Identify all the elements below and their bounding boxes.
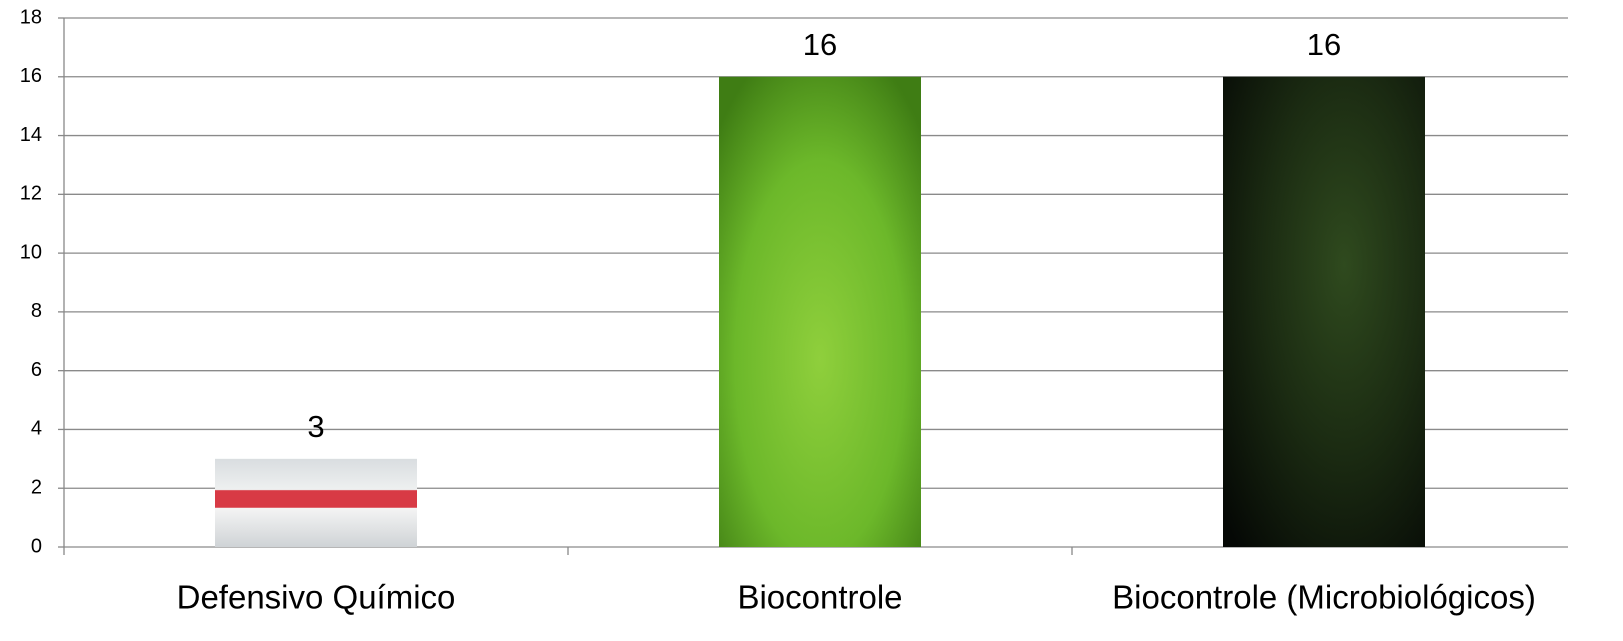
y-tick-label: 16 <box>20 65 42 87</box>
data-label: 16 <box>803 27 837 62</box>
y-tick-label: 12 <box>20 183 42 205</box>
bar <box>719 77 921 547</box>
y-tick-label: 18 <box>20 6 42 28</box>
x-tick-label: Defensivo Químico <box>177 579 456 616</box>
y-tick-label: 0 <box>31 535 42 557</box>
data-label: 16 <box>1307 27 1341 62</box>
y-tick-label: 14 <box>20 124 42 146</box>
y-tick-label: 8 <box>31 300 42 322</box>
chart: 0 2 4 6 8 10 12 14 16 18 Defensivo Químico 3 Biocont… <box>0 0 1623 641</box>
data-label: 3 <box>307 409 324 444</box>
bar <box>215 459 417 547</box>
x-tick-label: Biocontrole (Microbiológicos) <box>1112 579 1536 616</box>
y-tick-label: 6 <box>31 359 42 381</box>
y-tick-label: 2 <box>31 477 42 499</box>
x-tick-label: Biocontrole <box>737 579 902 616</box>
y-tick-label: 10 <box>20 241 42 263</box>
bar <box>1223 77 1425 547</box>
y-tick-label: 4 <box>31 418 42 440</box>
